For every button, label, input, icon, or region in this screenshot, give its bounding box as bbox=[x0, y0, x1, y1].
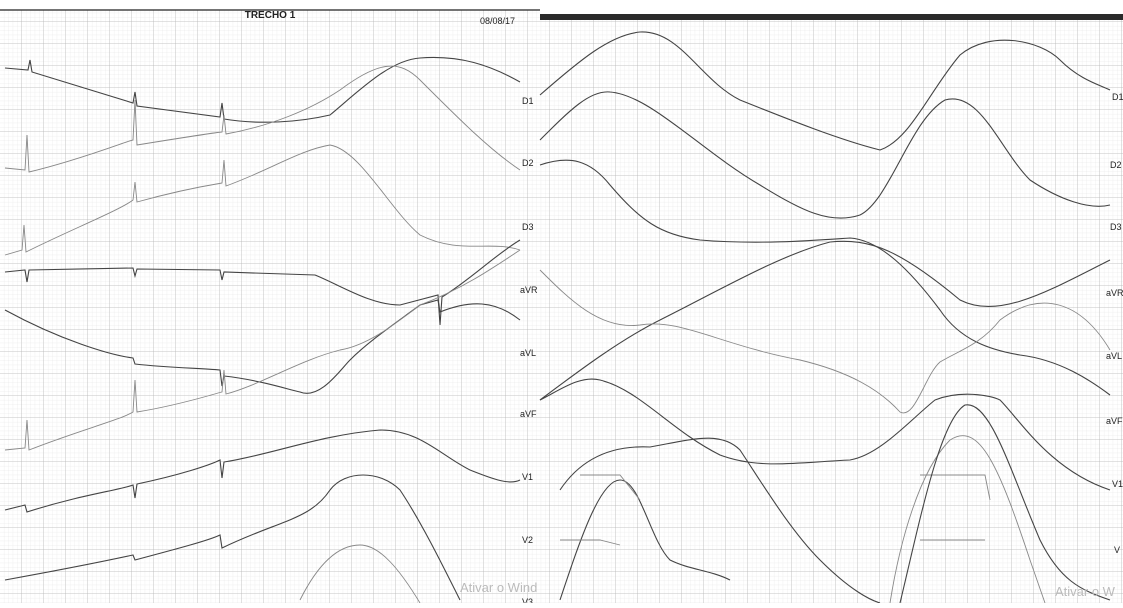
lead-label: V bbox=[1114, 545, 1120, 555]
lead-label: V1 bbox=[1112, 479, 1123, 489]
lead-label: D1 bbox=[522, 96, 534, 106]
lead-label: aVL bbox=[1106, 351, 1122, 361]
lead-label: aVR bbox=[520, 285, 538, 295]
watermark: Ativar o W bbox=[1055, 584, 1116, 599]
lead-label: aVF bbox=[520, 409, 537, 419]
lead-label: aVL bbox=[520, 348, 536, 358]
right-panel: D1 D2 D3 aVR aVL aVF V1 V Ativar o W bbox=[540, 14, 1123, 603]
lead-label: aVF bbox=[1106, 416, 1123, 426]
lead-label: aVR bbox=[1106, 288, 1123, 298]
lead-label: D2 bbox=[1110, 160, 1122, 170]
lead-label: D1 bbox=[1112, 92, 1123, 102]
title: TRECHO 1 bbox=[245, 10, 296, 21]
lead-label: V3 bbox=[522, 597, 533, 603]
lead-label: D3 bbox=[1110, 222, 1122, 232]
grid bbox=[540, 20, 1123, 603]
left-panel: TRECHO 1 08/08/17 D1 D2 D3 aVR aVL aVF V… bbox=[0, 10, 540, 603]
lead-label: D3 bbox=[522, 222, 534, 232]
ecg-screenshot: TRECHO 1 08/08/17 D1 D2 D3 aVR aVL aVF V… bbox=[0, 0, 1123, 603]
top-bar bbox=[540, 14, 1123, 20]
watermark: Ativar o Wind bbox=[460, 580, 537, 595]
date: 08/08/17 bbox=[480, 16, 515, 26]
lead-label: V2 bbox=[522, 535, 533, 545]
lead-label: V1 bbox=[522, 472, 533, 482]
lead-label: D2 bbox=[522, 158, 534, 168]
